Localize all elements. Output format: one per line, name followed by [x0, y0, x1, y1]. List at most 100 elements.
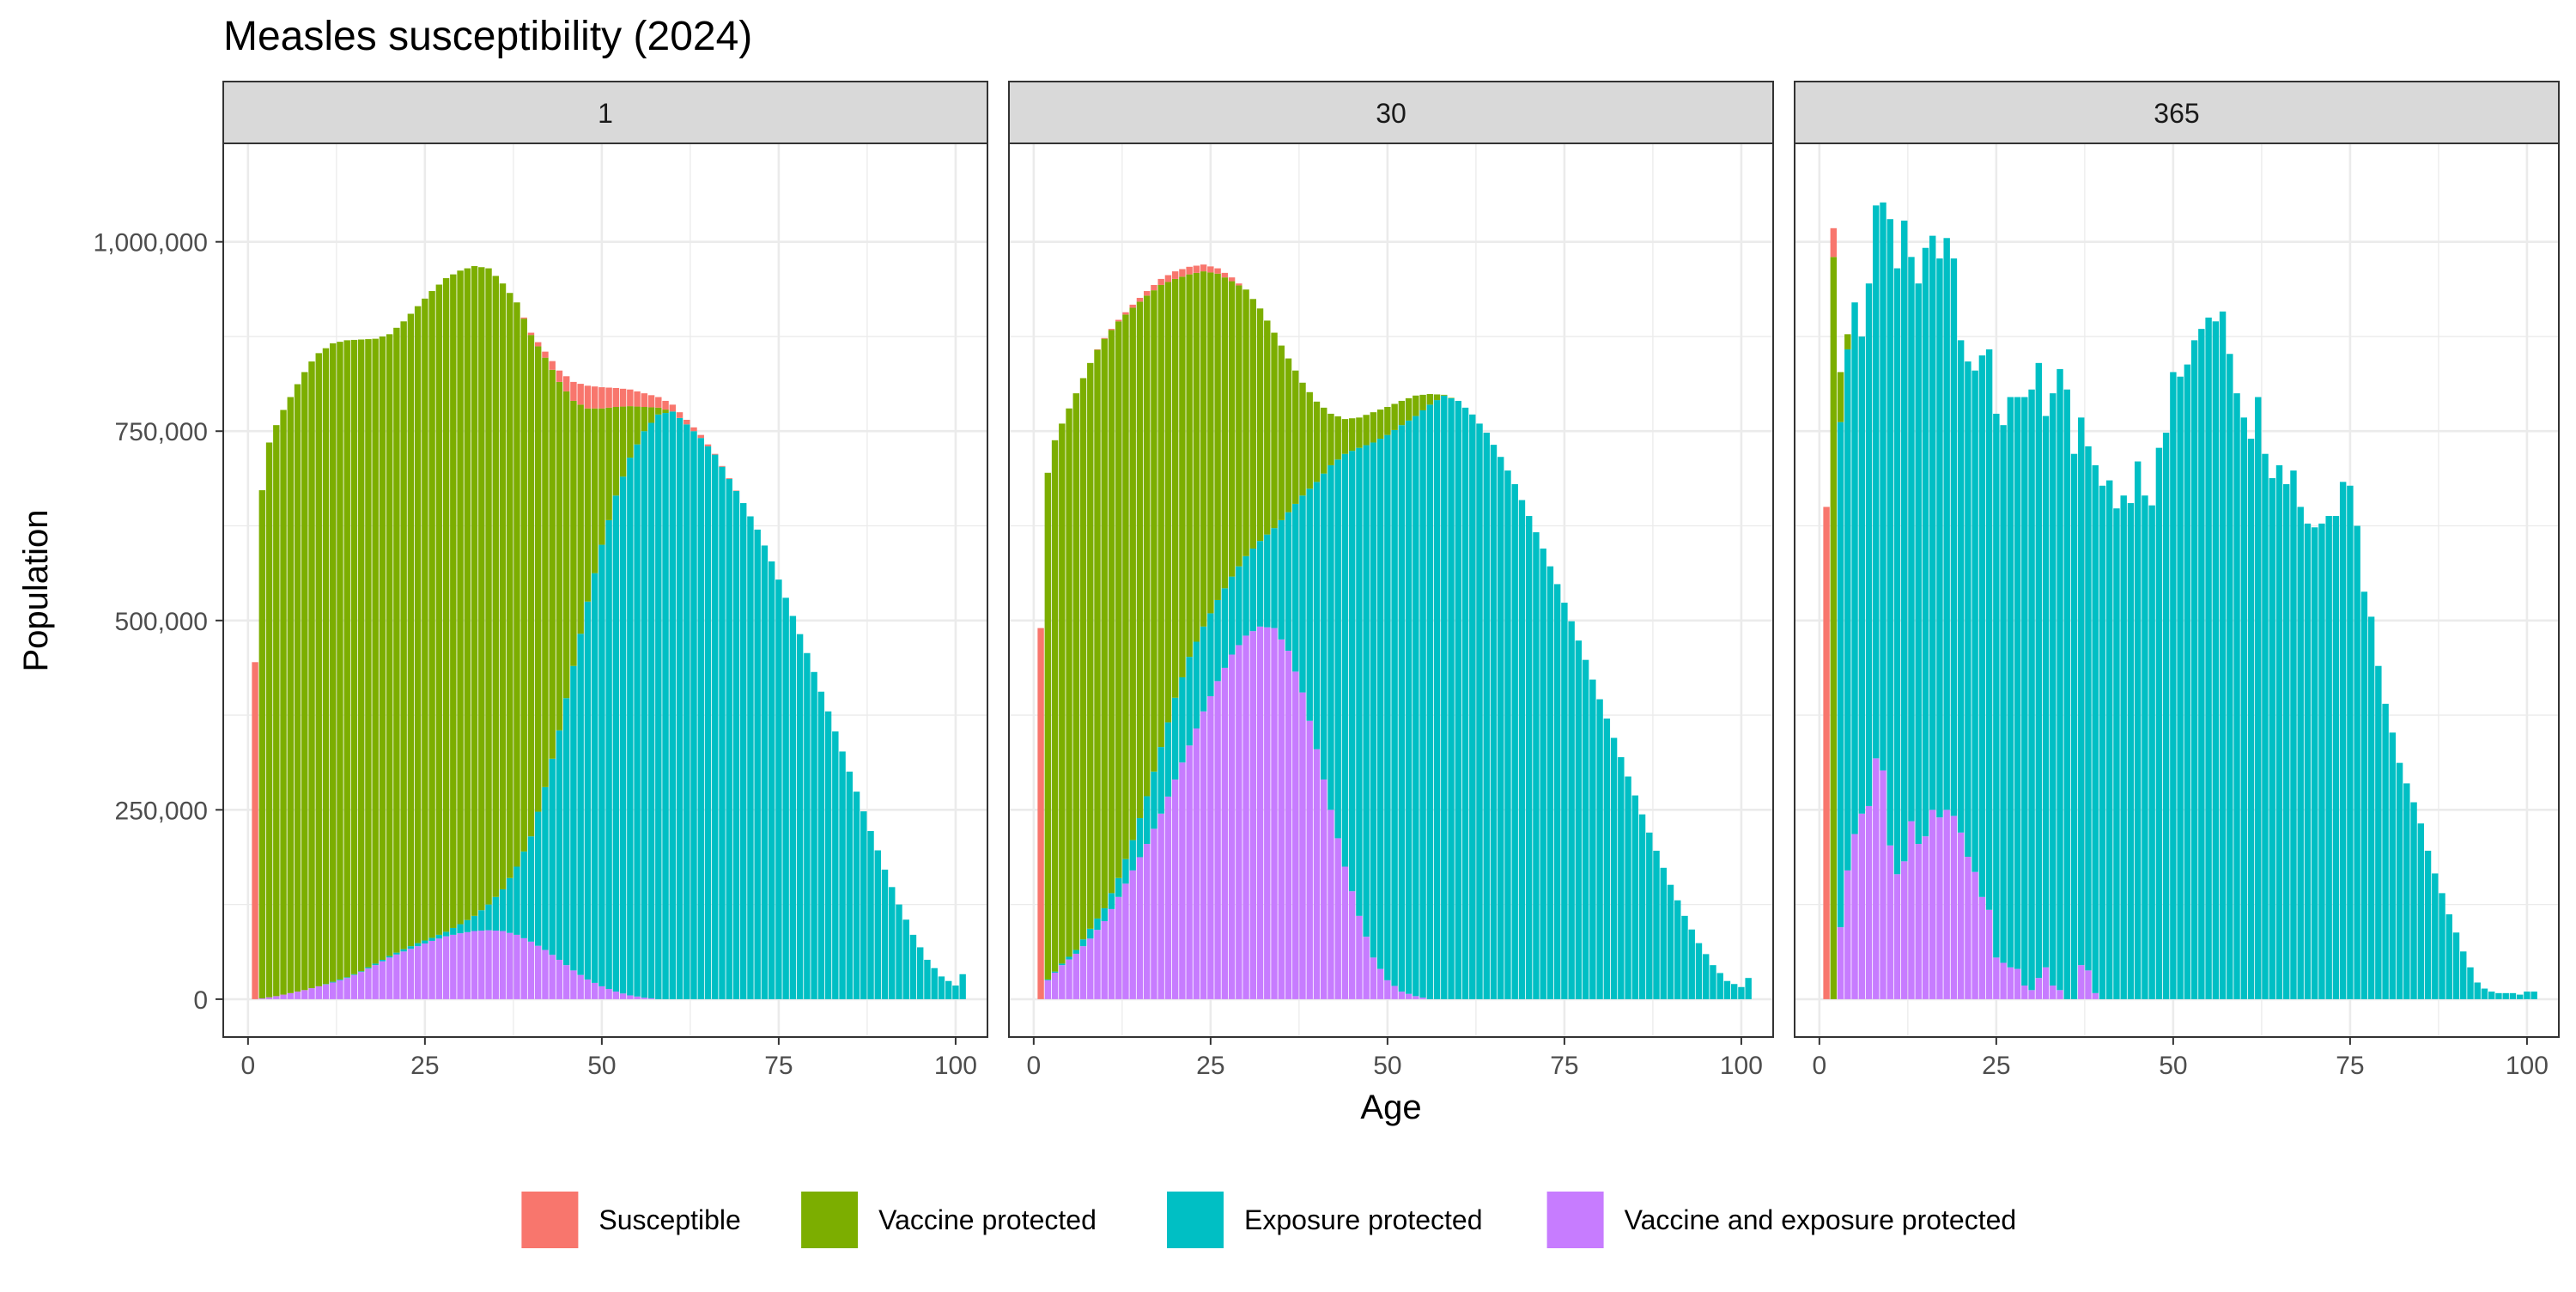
bar-segment: [1207, 266, 1214, 273]
bar-segment: [1858, 336, 1865, 814]
bar-segment: [1837, 422, 1844, 928]
bar-segment: [1264, 534, 1271, 628]
bar-segment: [1207, 272, 1214, 614]
y-tick-label: 1,000,000: [94, 229, 208, 258]
bar-segment: [1568, 621, 1575, 999]
bar-segment: [860, 811, 867, 999]
bar-segment: [1157, 284, 1164, 748]
x-tick-label: 0: [240, 1052, 255, 1080]
bar-segment: [464, 919, 471, 932]
bar-segment: [1433, 394, 1441, 401]
bar-segment: [372, 965, 379, 999]
bar-segment: [1186, 657, 1193, 746]
bar-segment: [1087, 362, 1094, 929]
bar-segment: [1059, 963, 1066, 966]
bar-segment: [719, 465, 726, 467]
bar-segment: [627, 389, 634, 407]
bar-segment: [690, 431, 697, 999]
bar-segment: [605, 407, 612, 520]
bar-segment: [1306, 488, 1313, 721]
bar-segment: [513, 934, 520, 999]
bar-segment: [1094, 930, 1101, 999]
bar-segment: [315, 353, 322, 986]
bar-segment: [2070, 453, 2078, 999]
bar-segment: [471, 265, 478, 916]
bar-segment: [258, 490, 266, 999]
bar-segment: [2092, 464, 2099, 993]
bar-segment: [761, 545, 769, 999]
bar-segment: [1136, 818, 1144, 858]
bar-segment: [2148, 505, 2155, 999]
bar-segment: [775, 579, 782, 999]
bar-segment: [1094, 349, 1101, 919]
bar-segment: [1122, 314, 1129, 859]
bar-segment: [1278, 345, 1285, 520]
bar-segment: [2142, 495, 2148, 999]
bar-segment: [1334, 416, 1341, 460]
bar-segment: [931, 967, 938, 999]
legend-item: Susceptible: [521, 1192, 741, 1248]
bar-segment: [1079, 939, 1087, 947]
bar-segment: [662, 409, 669, 414]
bar-segment: [591, 386, 598, 409]
bar-segment: [1066, 956, 1072, 960]
bar-segment: [1441, 395, 1448, 999]
bar-segment: [1122, 883, 1129, 999]
bar-segment: [343, 978, 350, 999]
bar-segment: [2347, 485, 2354, 999]
bar-segment: [2050, 986, 2057, 999]
bar-segment: [1618, 757, 1625, 999]
bar-segment: [450, 934, 457, 999]
bar-segment: [2474, 982, 2481, 999]
bar-segment: [1880, 202, 1886, 771]
bar-segment: [2283, 483, 2290, 999]
bar-segment: [2113, 508, 2120, 999]
bar-segment: [2155, 447, 2163, 999]
bar-segment: [2396, 762, 2403, 999]
bar-segment: [2007, 967, 2014, 999]
bar-segment: [1207, 613, 1214, 697]
bar-segment: [712, 454, 719, 999]
bar-segment: [2255, 397, 2262, 999]
bar-segment: [577, 384, 584, 405]
bar-segment: [464, 931, 471, 999]
bar-segment: [1873, 205, 1880, 759]
bar-segment: [1200, 626, 1207, 712]
bar-segment: [577, 634, 584, 975]
bar-segment: [627, 458, 634, 996]
bar-segment: [308, 988, 315, 999]
bar-segment: [1292, 671, 1299, 999]
bars: [1823, 202, 2537, 999]
bar-segment: [471, 931, 478, 999]
bar-segment: [393, 954, 400, 999]
bar-segment: [535, 342, 542, 347]
bar-segment: [507, 877, 513, 933]
bar-segment: [2057, 990, 2063, 999]
bar-segment: [414, 943, 422, 947]
bar-segment: [513, 866, 520, 935]
x-tick-label: 0: [1026, 1052, 1041, 1080]
bar-segment: [1965, 857, 1971, 999]
facet-strip-label: 1: [598, 98, 613, 129]
bar-segment: [1638, 814, 1646, 999]
bar-segment: [464, 268, 471, 920]
bar-segment: [428, 937, 435, 941]
bar-segment: [556, 960, 563, 999]
bar-segment: [2367, 616, 2375, 999]
bar-segment: [1596, 699, 1603, 999]
legend-item: Vaccine and exposure protected: [1546, 1192, 2016, 1248]
y-tick-label: 250,000: [115, 797, 208, 825]
bar-segment: [1908, 821, 1915, 999]
bar-segment: [492, 896, 499, 931]
bar-segment: [1129, 840, 1136, 870]
bar-segment: [1837, 927, 1844, 999]
legend-item: Exposure protected: [1167, 1192, 1483, 1248]
bar-segment: [2057, 368, 2063, 991]
x-tick-label: 75: [2336, 1052, 2364, 1080]
bar-segment: [719, 466, 726, 999]
bar-segment: [1341, 453, 1349, 867]
bar-segment: [938, 976, 945, 999]
x-tick-label: 75: [1550, 1052, 1578, 1080]
bar-segment: [726, 477, 732, 479]
